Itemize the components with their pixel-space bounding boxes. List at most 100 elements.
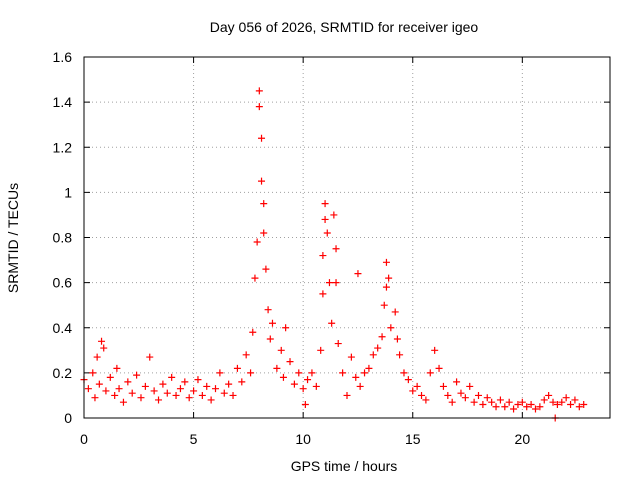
data-point bbox=[343, 391, 351, 399]
data-point bbox=[242, 351, 250, 359]
data-point bbox=[155, 396, 163, 404]
data-point bbox=[354, 270, 362, 278]
data-point bbox=[444, 391, 452, 399]
data-point bbox=[317, 346, 325, 354]
x-tick-label: 15 bbox=[405, 431, 421, 447]
data-point bbox=[282, 324, 290, 332]
data-point bbox=[137, 394, 145, 402]
data-point bbox=[382, 283, 390, 291]
data-point bbox=[332, 279, 340, 287]
data-point bbox=[185, 394, 193, 402]
data-point bbox=[323, 229, 331, 237]
data-point bbox=[400, 369, 408, 377]
data-point bbox=[562, 394, 570, 402]
y-tick-label: 0.8 bbox=[53, 230, 73, 246]
data-point bbox=[382, 258, 390, 266]
data-point bbox=[545, 391, 553, 399]
data-point bbox=[253, 238, 261, 246]
data-point bbox=[385, 274, 393, 282]
data-point bbox=[347, 353, 355, 361]
y-tick-label: 0.6 bbox=[53, 275, 73, 291]
data-point bbox=[207, 396, 215, 404]
data-point bbox=[334, 340, 342, 348]
y-tick-label: 0.2 bbox=[53, 365, 73, 381]
data-point bbox=[393, 335, 401, 343]
data-point bbox=[176, 385, 184, 393]
data-point bbox=[319, 290, 327, 298]
data-point bbox=[387, 324, 395, 332]
data-point bbox=[501, 403, 509, 411]
data-point bbox=[571, 396, 579, 404]
data-point bbox=[141, 382, 149, 390]
x-tick-label: 20 bbox=[515, 431, 531, 447]
axis-ticks: 0 0.2 0.4 0.6 0.8 1 1.2 1.4 1.6 0 5 10 15 20 bbox=[53, 49, 610, 447]
data-point bbox=[553, 400, 561, 408]
data-point bbox=[146, 353, 154, 361]
data-point bbox=[461, 394, 469, 402]
plot-frame bbox=[83, 56, 611, 419]
data-point bbox=[163, 389, 171, 397]
data-point bbox=[279, 373, 287, 381]
data-point bbox=[496, 396, 504, 404]
data-point bbox=[475, 391, 482, 399]
y-axis-label: SRMTID / TECUs bbox=[5, 183, 21, 293]
y-tick-label: 1.2 bbox=[53, 139, 73, 155]
data-point bbox=[212, 385, 219, 393]
data-point bbox=[523, 403, 531, 411]
x-tick-label: 0 bbox=[80, 431, 88, 447]
data-point bbox=[128, 389, 136, 397]
data-point bbox=[220, 389, 228, 397]
data-point bbox=[531, 405, 539, 413]
data-point bbox=[247, 369, 255, 377]
data-point bbox=[233, 364, 241, 372]
data-point bbox=[518, 398, 526, 406]
data-point bbox=[113, 364, 121, 372]
data-point bbox=[260, 200, 268, 208]
data-point bbox=[216, 369, 224, 377]
data-point bbox=[264, 306, 272, 314]
data-point bbox=[312, 382, 320, 390]
data-point bbox=[418, 391, 426, 399]
data-point bbox=[190, 387, 198, 395]
data-point bbox=[203, 382, 211, 390]
data-point bbox=[328, 319, 336, 327]
data-point bbox=[470, 398, 478, 406]
data-point bbox=[255, 103, 263, 111]
data-point bbox=[510, 405, 518, 413]
data-point bbox=[580, 400, 588, 408]
data-point bbox=[260, 229, 268, 237]
data-point bbox=[352, 373, 360, 381]
data-point bbox=[466, 382, 474, 390]
data-point bbox=[150, 387, 158, 395]
data-point bbox=[268, 319, 276, 327]
data-point bbox=[339, 369, 347, 377]
y-tick-label: 0.4 bbox=[53, 320, 73, 336]
data-point bbox=[330, 211, 338, 219]
data-point bbox=[277, 346, 285, 354]
data-point bbox=[435, 364, 443, 372]
data-point bbox=[409, 387, 417, 395]
data-point bbox=[262, 265, 270, 273]
data-point bbox=[273, 364, 281, 372]
data-point bbox=[505, 398, 513, 406]
data-point bbox=[111, 391, 119, 399]
data-point bbox=[84, 385, 92, 393]
data-point bbox=[304, 376, 312, 384]
data-point bbox=[159, 380, 167, 388]
data-point bbox=[119, 398, 127, 406]
data-point bbox=[413, 382, 421, 390]
data-point bbox=[266, 335, 274, 343]
data-point bbox=[198, 391, 206, 399]
data-point bbox=[540, 396, 548, 404]
data-point bbox=[194, 376, 202, 384]
data-point bbox=[89, 369, 97, 377]
data-point bbox=[325, 279, 333, 287]
data-point bbox=[133, 371, 141, 379]
data-point bbox=[483, 394, 491, 402]
data-point bbox=[575, 403, 583, 411]
y-tick-label: 0 bbox=[64, 410, 72, 426]
y-tick-label: 1.4 bbox=[53, 94, 73, 110]
data-point bbox=[168, 373, 176, 381]
